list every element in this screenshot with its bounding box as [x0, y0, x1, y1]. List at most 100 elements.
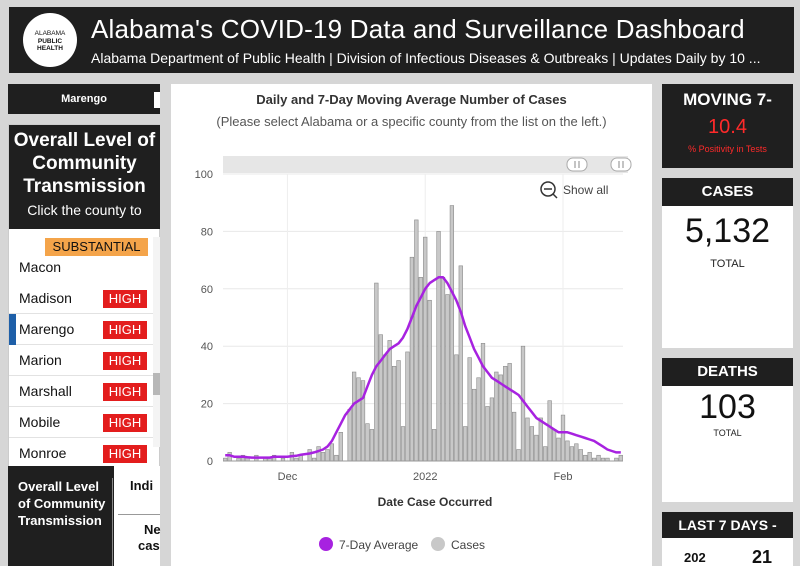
- county-row-monroe[interactable]: Monroe HIGH: [9, 438, 153, 469]
- case-bar[interactable]: [556, 437, 561, 462]
- case-bar[interactable]: [409, 256, 415, 462]
- case-bar[interactable]: [418, 277, 423, 462]
- case-bar[interactable]: [374, 282, 379, 462]
- case-bar[interactable]: [369, 429, 375, 462]
- case-bar[interactable]: [445, 294, 450, 462]
- county-row-madison[interactable]: Madison HIGH: [9, 283, 153, 314]
- county-name: Monroe: [19, 445, 67, 461]
- show-all-label[interactable]: Show all: [563, 183, 608, 197]
- case-bar[interactable]: [560, 414, 566, 462]
- case-bar[interactable]: [396, 360, 401, 462]
- legend-cases-swatch: [431, 537, 445, 551]
- county-selector[interactable]: Marengo: [8, 84, 160, 114]
- case-bar[interactable]: [378, 334, 383, 462]
- case-bar[interactable]: [503, 365, 508, 462]
- case-bar[interactable]: [329, 443, 335, 462]
- case-bar[interactable]: [338, 431, 343, 462]
- case-bar[interactable]: [516, 449, 521, 462]
- case-bar[interactable]: [511, 411, 517, 462]
- county-name: Marengo: [19, 321, 75, 337]
- case-bar[interactable]: [583, 454, 588, 462]
- county-row-mobile[interactable]: Mobile HIGH: [9, 407, 153, 438]
- list-scrollbar-thumb[interactable]: [153, 373, 160, 395]
- county-name: Marion: [19, 352, 62, 368]
- county-name: Macon: [19, 259, 62, 275]
- case-bar[interactable]: [507, 363, 512, 462]
- case-bar[interactable]: [427, 299, 432, 462]
- case-bar[interactable]: [365, 423, 370, 462]
- level-badge-high: HIGH: [103, 352, 147, 370]
- case-bar[interactable]: [529, 426, 535, 462]
- case-bar[interactable]: [565, 440, 570, 462]
- case-bar[interactable]: [596, 454, 601, 462]
- case-bar[interactable]: [538, 417, 543, 462]
- case-bar[interactable]: [618, 454, 623, 462]
- county-row-marshall[interactable]: Marshall HIGH: [9, 376, 153, 407]
- case-bar[interactable]: [387, 340, 392, 462]
- case-bar[interactable]: [578, 449, 583, 462]
- case-bar[interactable]: [485, 406, 490, 462]
- cases-total-label: TOTAL: [710, 258, 745, 270]
- case-bar[interactable]: [547, 400, 552, 462]
- show-all-button[interactable]: Show all: [540, 181, 608, 199]
- level-badge-high: HIGH: [103, 321, 147, 339]
- case-bar[interactable]: [498, 374, 503, 462]
- case-bar[interactable]: [383, 354, 388, 462]
- range-navigator[interactable]: [223, 156, 632, 173]
- case-bar[interactable]: [587, 452, 592, 462]
- case-bar[interactable]: [525, 417, 530, 462]
- y-tick-label: 80: [201, 226, 213, 238]
- navigator-handle-right[interactable]: [610, 157, 632, 172]
- case-bar[interactable]: [458, 265, 463, 462]
- navigator-track[interactable]: [223, 156, 628, 173]
- case-bar[interactable]: [423, 236, 428, 462]
- case-bar[interactable]: [471, 388, 477, 462]
- avg-line[interactable]: [225, 276, 621, 459]
- case-bar[interactable]: [400, 426, 406, 462]
- county-name: Madison: [19, 290, 72, 306]
- case-bar[interactable]: [449, 205, 455, 462]
- case-bar[interactable]: [356, 377, 361, 462]
- case-bar[interactable]: [405, 351, 410, 462]
- case-bar[interactable]: [543, 446, 548, 462]
- case-bar[interactable]: [494, 371, 499, 462]
- case-bar[interactable]: [347, 409, 352, 462]
- case-bar[interactable]: [351, 371, 357, 462]
- chart-panel: Daily and 7-Day Moving Average Number of…: [171, 84, 652, 566]
- case-bar[interactable]: [316, 446, 321, 462]
- case-bar[interactable]: [489, 397, 495, 462]
- case-bar[interactable]: [467, 357, 472, 462]
- case-bar[interactable]: [534, 434, 539, 462]
- case-bar[interactable]: [325, 449, 330, 462]
- case-bar[interactable]: [320, 452, 326, 462]
- case-bar[interactable]: [307, 449, 312, 462]
- case-bar[interactable]: [431, 429, 437, 462]
- case-bar[interactable]: [454, 354, 459, 462]
- case-bar[interactable]: [476, 377, 481, 462]
- case-bar[interactable]: [463, 426, 468, 462]
- legend-cases-label[interactable]: Cases: [451, 538, 485, 552]
- case-bar[interactable]: [334, 454, 339, 462]
- case-bar[interactable]: [551, 429, 557, 462]
- level-badge-high: HIGH: [103, 290, 147, 308]
- selected-county: Marengo: [61, 93, 107, 105]
- county-row-marengo[interactable]: Marengo HIGH: [9, 314, 153, 345]
- legend: 7-Day Average Cases: [319, 537, 485, 552]
- case-bar[interactable]: [436, 231, 441, 462]
- list-scrollbar-track[interactable]: [153, 237, 160, 447]
- county-row-marion[interactable]: Marion HIGH: [9, 345, 153, 376]
- cases-card: CASES 5,132 TOTAL: [662, 178, 793, 348]
- case-bar[interactable]: [391, 365, 397, 462]
- case-bar[interactable]: [440, 277, 446, 462]
- y-tick-label: 100: [195, 169, 213, 181]
- x-tick-label: Feb: [554, 471, 573, 483]
- positivity-card: MOVING 7- 10.4 % Positivity in Tests: [662, 84, 793, 168]
- legend-avg-label[interactable]: 7-Day Average: [339, 538, 418, 552]
- dashboard-header: ALABAMA PUBLIC HEALTH Alabama's COVID-19…: [9, 7, 794, 73]
- case-bar[interactable]: [569, 446, 575, 462]
- county-row-macon[interactable]: Macon: [9, 253, 153, 284]
- case-bar[interactable]: [480, 343, 486, 462]
- navigator-handle-left[interactable]: [566, 157, 588, 172]
- case-bar[interactable]: [574, 443, 579, 462]
- case-bar[interactable]: [414, 219, 419, 462]
